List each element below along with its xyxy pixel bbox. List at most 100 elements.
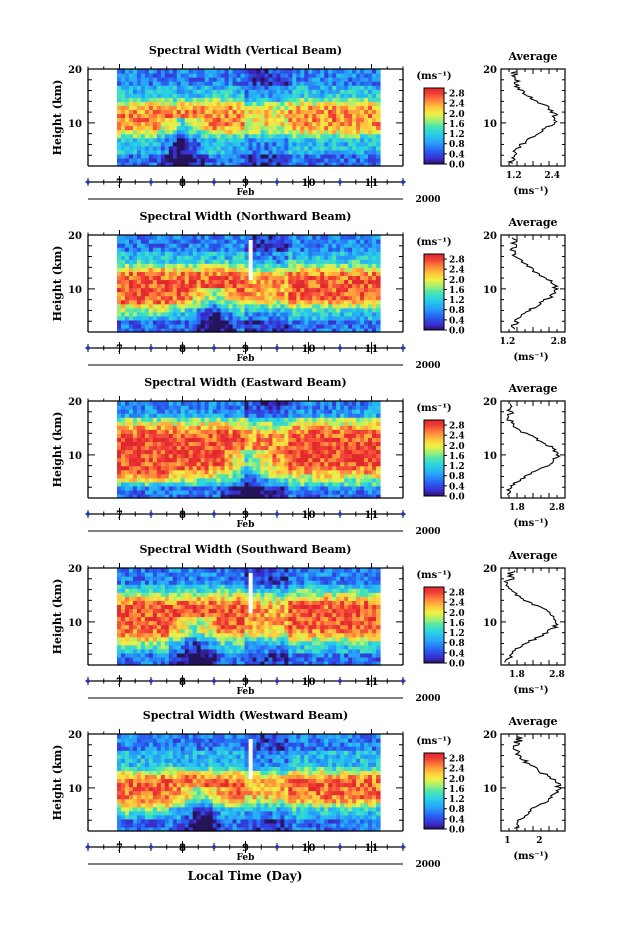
heatmap-cell (172, 145, 178, 151)
heatmap-cell (212, 473, 218, 479)
heatmap-cell (372, 133, 377, 139)
heatmap-cell (144, 133, 150, 139)
heatmap-cell (196, 149, 202, 155)
heatmap-cell (360, 113, 365, 119)
heatmap-cell (368, 323, 373, 329)
heatmap-cell (228, 149, 234, 155)
heatmap-cell (156, 279, 162, 285)
heatmap-cell (240, 401, 246, 406)
heatmap-cell (164, 239, 170, 244)
heatmap-cell (280, 283, 285, 289)
heatmap-cell (256, 275, 262, 281)
heatmap-cell (300, 425, 305, 430)
colorbar-unit: (ms⁻¹) (416, 71, 451, 82)
heatmap-cell (276, 69, 281, 74)
heatmap-cell (132, 109, 138, 115)
heatmap-cell (284, 315, 289, 321)
heatmap-cell (252, 259, 258, 264)
heatmap-cell (168, 235, 174, 240)
heatmap-cell (132, 291, 138, 297)
heatmap-cell (360, 121, 365, 127)
heatmap-cell (140, 457, 146, 463)
heatmap-cell (120, 327, 126, 333)
heatmap-cell (272, 295, 277, 301)
heatmap-cell (196, 421, 202, 426)
heatmap-cell (256, 327, 262, 333)
heatmap-cell (160, 117, 166, 123)
heatmap-cell (320, 489, 325, 495)
heatmap-cell (260, 161, 266, 167)
heatmap-cell (140, 259, 146, 264)
heatmap-cell (176, 275, 182, 281)
heatmap-cell (124, 413, 130, 418)
heatmap-cell (188, 283, 194, 289)
heatmap-cell (336, 287, 341, 293)
heatmap-cell (336, 117, 341, 123)
heatmap-cell (292, 421, 297, 426)
heatmap-cell (292, 263, 297, 268)
heatmap-cell (236, 141, 242, 147)
heatmap-cell (184, 417, 190, 422)
heatmap-cell (228, 457, 234, 463)
heatmap-cell (340, 323, 345, 329)
heatmap-cell (136, 235, 142, 240)
heatmap-cell (168, 247, 174, 252)
heatmap-cell (280, 77, 285, 82)
heatmap-cell (204, 89, 210, 94)
heatmap-cell (120, 121, 126, 127)
heatmap-cell (288, 267, 293, 272)
heatmap-cell (128, 457, 134, 463)
heatmap-cell (320, 121, 325, 127)
heatmap-cell (232, 449, 238, 455)
heatmap-cell (164, 315, 170, 321)
heatmap-cell (316, 477, 321, 483)
heatmap-cell (144, 113, 150, 119)
heatmap-cell (312, 267, 317, 272)
heatmap-cell (168, 239, 174, 244)
heatmap-cell (268, 243, 273, 248)
heatmap-cell (360, 125, 365, 131)
heatmap-cell (340, 69, 345, 74)
heatmap-cell (168, 307, 174, 313)
heatmap-cell (260, 85, 266, 90)
heatmap-cell (344, 69, 349, 74)
heatmap-cell (132, 255, 138, 260)
heatmap-cell (168, 271, 174, 277)
heatmap-cell (152, 263, 158, 268)
heatmap-cell (180, 81, 186, 86)
heatmap-cell (300, 161, 305, 167)
heatmap-cell (260, 129, 266, 135)
heatmap-cell (204, 137, 210, 143)
heatmap-cell (264, 161, 270, 167)
heatmap-cell (128, 473, 134, 479)
heatmap-cell (148, 465, 154, 471)
heatmap-cell (248, 327, 254, 333)
heatmap-cell (288, 251, 293, 256)
heatmap-cell (152, 425, 158, 430)
heatmap-cell (188, 161, 194, 167)
heatmap-cell (288, 279, 293, 285)
heatmap-cell (256, 425, 262, 430)
noon-marker (400, 345, 406, 351)
heatmap-cell (320, 81, 325, 86)
heatmap-cell (136, 97, 142, 102)
colorbar-tick-label: 2.4 (449, 100, 465, 110)
heatmap-cell (288, 429, 293, 434)
y-axis-label: Height (km) (51, 246, 64, 322)
heatmap-cell (288, 461, 293, 467)
heatmap-cell (376, 247, 381, 252)
heatmap-cell (220, 441, 226, 447)
heatmap-cell (117, 421, 122, 426)
heatmap-cell (164, 97, 170, 102)
heatmap-cell (204, 105, 210, 111)
heatmap-cell (244, 303, 250, 309)
heatmap-cell (172, 299, 178, 305)
heatmap-cell (244, 287, 250, 293)
heatmap-cell (344, 421, 349, 426)
heatmap-cell (128, 113, 134, 119)
heatmap-cell (224, 117, 230, 123)
heatmap-cell (136, 69, 142, 74)
heatmap-cell (164, 121, 170, 127)
heatmap-cell (132, 247, 138, 252)
heatmap-cell (224, 441, 230, 447)
